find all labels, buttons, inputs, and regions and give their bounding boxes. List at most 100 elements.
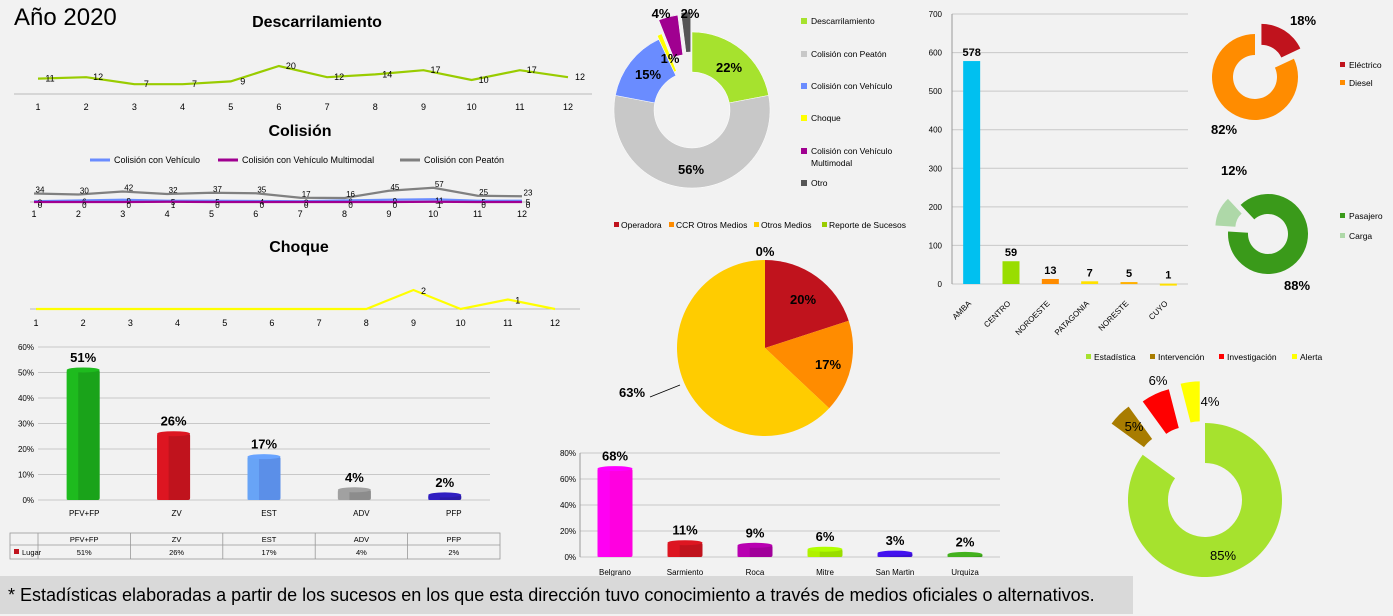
month-tick-label: 1 <box>33 318 38 328</box>
year-label: Año 2020 <box>14 4 117 31</box>
legend-label: Colisión con Vehículo <box>811 81 893 91</box>
legend-swatch <box>801 51 807 57</box>
data-table-border <box>9 532 501 560</box>
data-label: 20 <box>286 61 296 71</box>
legend-label: Descarrilamiento <box>811 16 875 26</box>
y-tick-label: 80% <box>560 449 576 458</box>
y-tick-label: 0% <box>22 496 34 505</box>
bar-highlight <box>807 549 820 557</box>
x-tick-label: CENTRO <box>982 299 1012 329</box>
legend-label: Otros Medios <box>761 220 812 230</box>
data-label: 0 <box>393 201 398 210</box>
bar-highlight <box>157 433 169 500</box>
data-table-cell: 2% <box>448 548 459 557</box>
data-label: 17 <box>302 190 311 199</box>
bar-value-label: 4% <box>345 470 364 485</box>
data-label: 12 <box>575 72 585 82</box>
data-label: 57 <box>435 180 444 189</box>
legend-label: Reporte de Sucesos <box>829 220 906 230</box>
chart-title: Colisión <box>268 123 331 140</box>
bar-top <box>807 546 843 552</box>
data-label: 0 <box>481 201 486 210</box>
x-tick-label: San Martin <box>876 568 915 577</box>
month-tick-label: 8 <box>342 209 347 219</box>
data-table-header: ZV <box>172 535 182 544</box>
x-tick-label: Roca <box>746 568 765 577</box>
x-tick-label: PATAGONIA <box>1053 299 1092 338</box>
leader-line <box>649 384 681 398</box>
data-label: 7 <box>144 79 149 89</box>
month-tick-label: 6 <box>269 318 274 328</box>
data-label: 23 <box>524 188 533 197</box>
month-tick-label: 2 <box>84 102 89 112</box>
pie-slice <box>765 320 853 409</box>
legend-label: Investigación <box>1227 352 1277 362</box>
data-label: 1 <box>437 201 442 210</box>
bar-value-label: 578 <box>962 47 980 59</box>
bar-value-label: 7 <box>1087 267 1093 279</box>
data-label: 5 <box>526 198 531 207</box>
y-tick-label: 40% <box>560 501 576 510</box>
y-tick-label: 400 <box>929 126 943 135</box>
bar-top <box>428 492 462 498</box>
bar-highlight <box>737 545 750 557</box>
linea-bar-chart: 0% 20% 40% 60% 80% 68% 11% 9% 6% 3% 2% Belgrano Sarm… <box>560 449 1000 577</box>
month-tick-label: 1 <box>31 209 36 219</box>
month-tick-label: 4 <box>165 209 170 219</box>
month-tick-label: 11 <box>473 209 482 219</box>
pie-slice <box>1142 389 1179 434</box>
data-label: 0 <box>260 201 265 210</box>
legend-swatch <box>754 222 759 227</box>
bar <box>1159 283 1177 286</box>
legend-swatch <box>1292 354 1297 359</box>
month-tick-label: 5 <box>228 102 233 112</box>
data-label: 0 <box>38 201 43 210</box>
month-tick-label: 3 <box>128 318 133 328</box>
bar-value-label: 9% <box>746 525 765 540</box>
data-label: 10 <box>479 75 489 85</box>
y-tick-label: 600 <box>929 49 943 58</box>
month-tick-label: 4 <box>180 102 185 112</box>
month-tick-label: 11 <box>503 318 512 328</box>
month-tick-label: 9 <box>411 318 416 328</box>
slice-label: 5% <box>1125 419 1144 434</box>
data-label: 0 <box>348 201 353 210</box>
x-tick-label: NORESTE <box>1097 299 1131 333</box>
month-tick-label: 8 <box>364 318 369 328</box>
bar-top <box>247 454 281 460</box>
legend-label: Colisión con Vehículo <box>811 146 893 156</box>
data-table-cell: 17% <box>261 548 276 557</box>
bar-top <box>877 550 913 556</box>
series-line <box>36 288 556 311</box>
legend-swatch <box>801 180 807 186</box>
pie-slice <box>677 260 830 436</box>
month-tick-label: 10 <box>428 209 438 219</box>
slice-label: 0% <box>756 244 775 259</box>
bar <box>963 61 981 284</box>
pie-slice <box>1228 194 1308 274</box>
bar-top <box>597 466 633 472</box>
data-label: 45 <box>390 183 399 192</box>
month-tick-label: 3 <box>132 102 137 112</box>
data-label: 34 <box>36 186 45 195</box>
pie-slice <box>1111 406 1153 448</box>
month-tick-label: 12 <box>550 318 560 328</box>
data-label: 0 <box>127 201 132 210</box>
month-tick-label: 9 <box>386 209 391 219</box>
data-label: 1 <box>515 296 520 306</box>
month-tick-label: 7 <box>317 318 322 328</box>
data-label: 12 <box>334 72 344 82</box>
legend-label: Operadora <box>621 220 662 230</box>
legend-label: Colisión con Peatón <box>811 49 887 59</box>
bar-value-label: 11% <box>672 523 698 538</box>
x-tick-label: CUYO <box>1147 299 1170 322</box>
bar-top <box>66 367 100 373</box>
slice-label: 2% <box>681 6 700 21</box>
series-line <box>37 64 569 86</box>
y-tick-label: 500 <box>929 87 943 96</box>
legend-swatch <box>669 222 674 227</box>
x-tick-label: ZV <box>171 509 182 518</box>
legend-label: Colisión con Vehículo Multimodal <box>242 155 374 165</box>
legend-swatch <box>1150 354 1155 359</box>
